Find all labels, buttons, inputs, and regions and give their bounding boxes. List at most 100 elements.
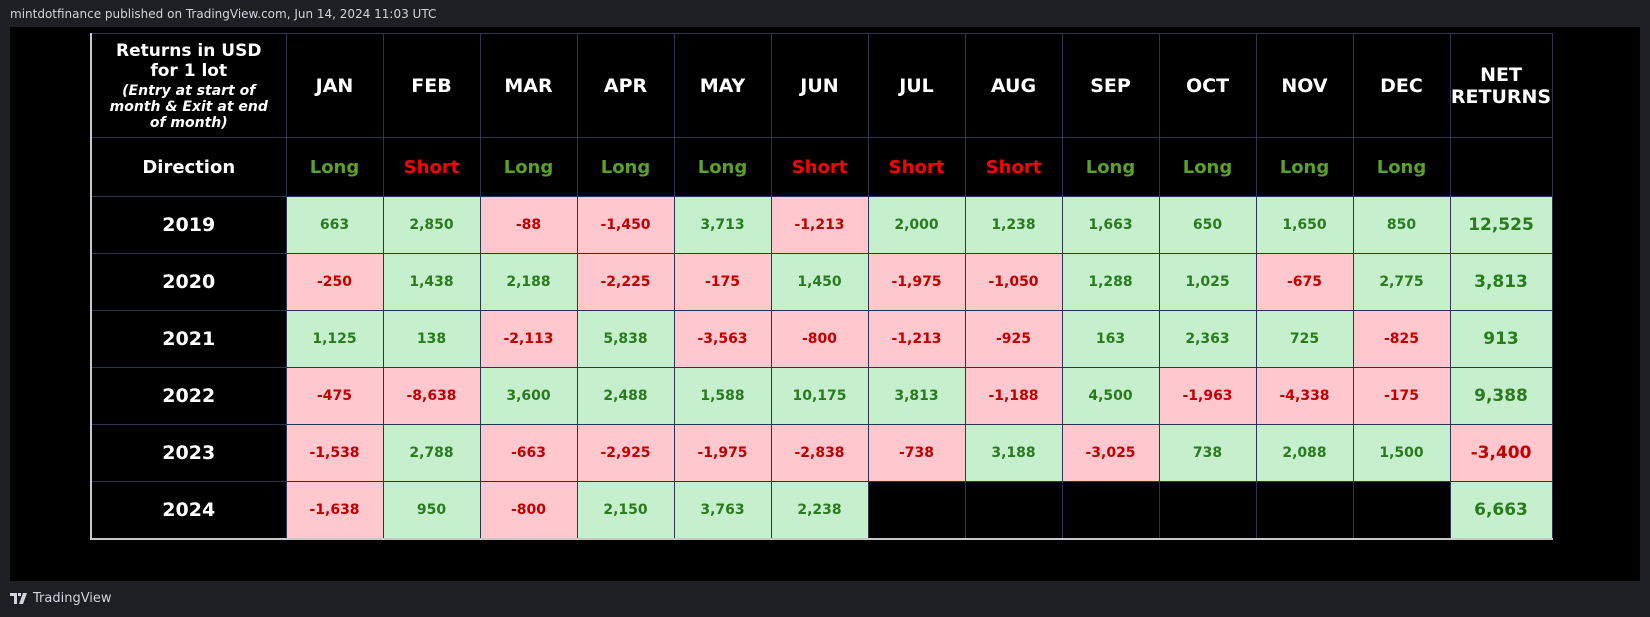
return-cell: 950 [382,481,481,540]
return-cell: -1,638 [285,481,384,540]
returns-table: Returns in USD for 1 lot (Entry at start … [90,33,1553,540]
column-header: SEP [1061,33,1160,138]
row-label: Direction [90,137,287,197]
return-cell: 650 [1158,196,1257,254]
return-cell: 2,000 [867,196,966,254]
return-cell: 1,500 [1352,424,1451,482]
header-row: Returns in USD for 1 lot (Entry at start … [90,33,1553,138]
return-cell: 1,588 [673,367,772,425]
return-cell: -175 [1352,367,1451,425]
column-header: DEC [1352,33,1451,138]
return-cell: 138 [382,310,481,368]
return-cell: -675 [1255,253,1354,311]
return-cell: -1,050 [964,253,1063,311]
year-label: 2021 [90,310,287,368]
return-cell: -2,925 [576,424,675,482]
empty-cell [1449,137,1553,197]
return-cell: 2,788 [382,424,481,482]
year-row: 2020 -250 1,438 2,188 -2,225 -175 1,450 -1,975-… [90,253,1553,311]
return-cell: -1,538 [285,424,384,482]
return-cell: 5,838 [576,310,675,368]
direction-cell: Short [964,137,1063,197]
return-cell: 163 [1061,310,1160,368]
direction-cell: Long [285,137,384,197]
direction-cell: Long [1352,137,1451,197]
empty-cell [1158,481,1257,540]
return-cell: -2,113 [479,310,578,368]
corner-title: Returns in USD for 1 lot [116,40,262,81]
return-cell: -475 [285,367,384,425]
return-cell: 738 [1158,424,1257,482]
return-cell: 2,850 [382,196,481,254]
net-return-cell: 913 [1449,310,1553,368]
return-cell: 850 [1352,196,1451,254]
column-header: OCT [1158,33,1257,138]
return-cell: 2,088 [1255,424,1354,482]
year-row: 2022 -475 -8,638 3,600 2,488 1,588 10,175 3,813… [90,367,1553,425]
return-cell: 1,438 [382,253,481,311]
direction-cell: Short [867,137,966,197]
return-cell: -825 [1352,310,1451,368]
column-header: AUG [964,33,1063,138]
return-cell: 3,188 [964,424,1063,482]
net-return-cell: 9,388 [1449,367,1553,425]
return-cell: -925 [964,310,1063,368]
return-cell: -1,188 [964,367,1063,425]
net-return-cell: 3,813 [1449,253,1553,311]
column-header: MAY [673,33,772,138]
year-label: 2022 [90,367,287,425]
return-cell: 1,650 [1255,196,1354,254]
column-header: NET RETURNS [1449,33,1553,138]
direction-row: Direction Long Short Long Long Long Short Short… [90,137,1553,197]
year-row: 2024 -1,638 950 -800 2,150 3,763 2,238 6,663 [90,481,1553,540]
return-cell: -800 [770,310,869,368]
return-cell: 1,125 [285,310,384,368]
net-return-cell: 6,663 [1449,481,1553,540]
return-cell: 1,025 [1158,253,1257,311]
year-row: 2021 1,125 138 -2,113 5,838 -3,563 -800 -1,213-… [90,310,1553,368]
column-header: MAR [479,33,578,138]
column-header: JUL [867,33,966,138]
return-cell: -1,450 [576,196,675,254]
footer: TradingView [10,591,112,606]
return-cell: -1,975 [673,424,772,482]
footer-text: TradingView [33,591,112,606]
return-cell: -2,838 [770,424,869,482]
return-cell: -175 [673,253,772,311]
return-cell: 3,713 [673,196,772,254]
return-cell: -1,213 [770,196,869,254]
return-cell: 2,363 [1158,310,1257,368]
direction-cell: Short [770,137,869,197]
return-cell: -2,225 [576,253,675,311]
column-header: NOV [1255,33,1354,138]
return-cell: 4,500 [1061,367,1160,425]
direction-cell: Long [673,137,772,197]
return-cell: -1,963 [1158,367,1257,425]
return-cell: -250 [285,253,384,311]
year-label: 2023 [90,424,287,482]
direction-cell: Long [1158,137,1257,197]
net-return-cell: 12,525 [1449,196,1553,254]
return-cell: -8,638 [382,367,481,425]
corner-note: (Entry at start of month & Exit at end o… [109,82,268,131]
year-label: 2024 [90,481,287,540]
tv-logo [10,592,27,604]
return-cell: -1,975 [867,253,966,311]
column-header: JUN [770,33,869,138]
return-cell: 2,150 [576,481,675,540]
return-cell: 1,238 [964,196,1063,254]
return-cell: 10,175 [770,367,869,425]
year-label: 2020 [90,253,287,311]
return-cell: -1,213 [867,310,966,368]
empty-cell [1061,481,1160,540]
direction-cell: Long [1255,137,1354,197]
return-cell: 2,488 [576,367,675,425]
year-row: 2023 -1,538 2,788 -663 -2,925 -1,975 -2,838 -73… [90,424,1553,482]
return-cell: 3,763 [673,481,772,540]
publish-info: mintdotfinance published on TradingView.… [10,7,437,21]
column-header: APR [576,33,675,138]
return-cell: 3,600 [479,367,578,425]
return-cell: 1,450 [770,253,869,311]
return-cell: -738 [867,424,966,482]
return-cell: 2,238 [770,481,869,540]
